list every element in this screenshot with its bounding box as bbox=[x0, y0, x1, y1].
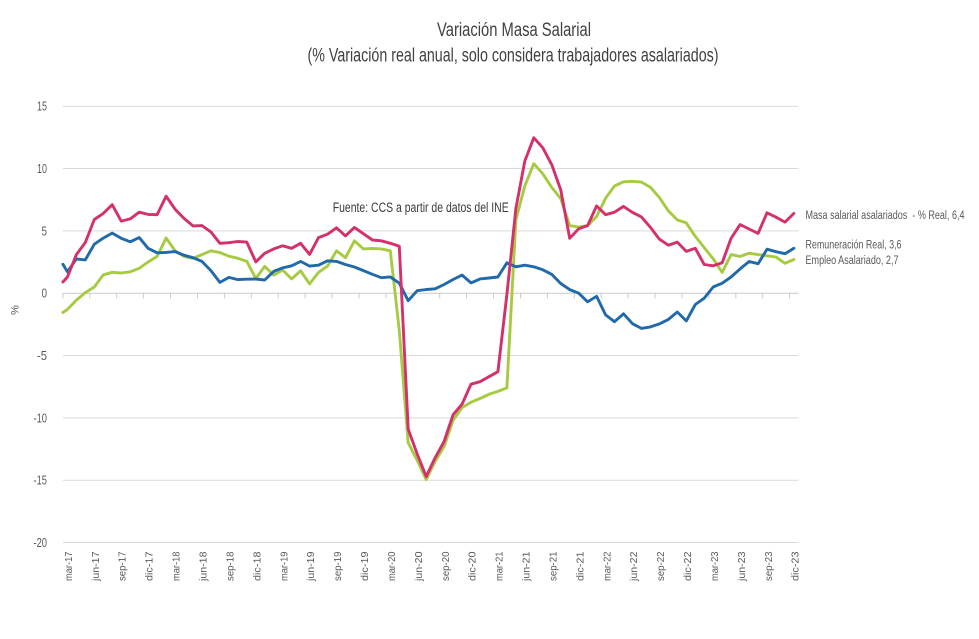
svg-text:sep-21: sep-21 bbox=[549, 551, 560, 581]
svg-text:Fuente: CCS a partir de datos: Fuente: CCS a partir de datos del INE bbox=[333, 200, 509, 215]
svg-text:dic-18: dic-18 bbox=[252, 551, 263, 581]
svg-text:jun-17: jun-17 bbox=[91, 551, 102, 582]
svg-text:-5: -5 bbox=[37, 349, 47, 363]
svg-text:sep-18: sep-18 bbox=[225, 551, 236, 581]
svg-text:Remuneración Real, 3,6: Remuneración Real, 3,6 bbox=[806, 240, 902, 252]
svg-text:mar-23: mar-23 bbox=[710, 551, 721, 581]
svg-text:sep-20: sep-20 bbox=[441, 551, 452, 581]
svg-text:(% Variación real anual, solo: (% Variación real anual, solo considera … bbox=[308, 46, 719, 67]
svg-text:dic-20: dic-20 bbox=[468, 551, 479, 581]
svg-text:mar-21: mar-21 bbox=[495, 551, 506, 581]
svg-text:%: % bbox=[10, 305, 22, 315]
svg-text:jun-22: jun-22 bbox=[629, 551, 640, 582]
svg-text:0: 0 bbox=[42, 287, 48, 301]
svg-text:jun-18: jun-18 bbox=[199, 551, 210, 582]
svg-text:-10: -10 bbox=[34, 411, 48, 425]
svg-text:Empleo Asalariado, 2,7: Empleo Asalariado, 2,7 bbox=[806, 255, 899, 267]
svg-text:mar-18: mar-18 bbox=[172, 551, 183, 581]
svg-text:-20: -20 bbox=[34, 536, 48, 550]
svg-text:dic-22: dic-22 bbox=[683, 551, 694, 581]
svg-text:mar-20: mar-20 bbox=[387, 551, 398, 581]
svg-text:-15: -15 bbox=[34, 474, 48, 488]
svg-text:sep-17: sep-17 bbox=[118, 551, 129, 581]
svg-text:Masa salarial asalariados - %: Masa salarial asalariados - % Real, 6,4 bbox=[806, 210, 965, 222]
svg-text:jun-23: jun-23 bbox=[737, 551, 748, 582]
svg-text:5: 5 bbox=[42, 224, 48, 238]
svg-text:dic-21: dic-21 bbox=[575, 551, 586, 581]
svg-text:mar-22: mar-22 bbox=[602, 551, 613, 581]
svg-text:10: 10 bbox=[37, 162, 47, 176]
svg-text:mar-19: mar-19 bbox=[279, 551, 290, 581]
svg-text:sep-19: sep-19 bbox=[333, 551, 344, 581]
svg-text:mar-17: mar-17 bbox=[64, 551, 75, 581]
svg-text:dic-23: dic-23 bbox=[791, 551, 802, 581]
svg-text:15: 15 bbox=[37, 100, 47, 114]
svg-text:dic-19: dic-19 bbox=[360, 551, 371, 581]
svg-text:sep-22: sep-22 bbox=[656, 551, 667, 581]
svg-text:jun-21: jun-21 bbox=[522, 551, 533, 582]
svg-text:sep-23: sep-23 bbox=[764, 551, 775, 581]
svg-text:jun-19: jun-19 bbox=[306, 551, 317, 582]
svg-text:Variación Masa Salarial: Variación Masa Salarial bbox=[437, 20, 591, 41]
svg-text:jun-20: jun-20 bbox=[414, 551, 425, 582]
svg-text:dic-17: dic-17 bbox=[145, 551, 156, 581]
